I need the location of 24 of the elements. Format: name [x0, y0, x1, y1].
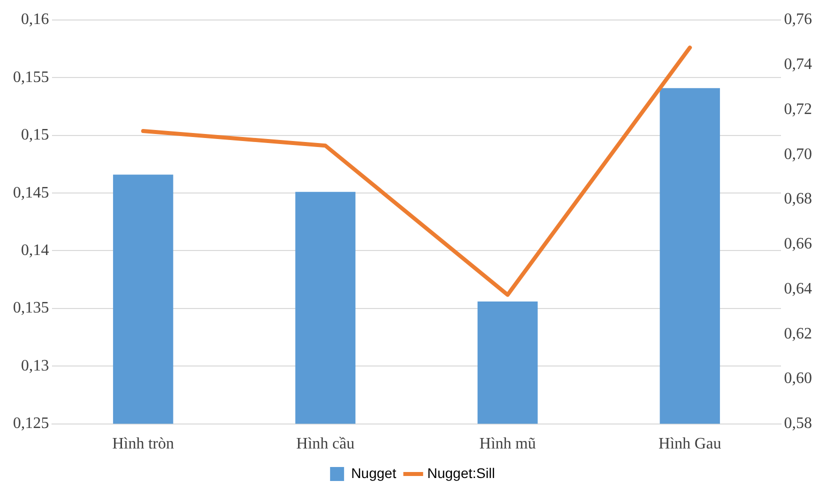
y-tick-label: 0,135: [13, 300, 49, 317]
y2-tick-label: 0,60: [784, 370, 812, 388]
y-tick-label: 0,145: [13, 184, 49, 202]
y2-tick-label: 0,58: [784, 415, 812, 432]
y-tick-label: 0,14: [21, 242, 49, 259]
y2-tick-label: 0,76: [784, 11, 812, 28]
y2-tick-label: 0,72: [784, 100, 812, 118]
y-tick-label: 0,155: [13, 68, 49, 86]
y2-tick-label: 0,62: [784, 325, 812, 342]
y-tick-label: 0,13: [21, 357, 49, 374]
y-tick-label: 0,15: [21, 126, 49, 144]
x-tick-label: Hình tròn: [112, 436, 174, 453]
y-tick-label: 0,16: [21, 11, 49, 28]
y2-tick-label: 0,66: [784, 236, 812, 253]
y2-tick-label: 0,70: [784, 146, 812, 163]
x-tick-label: Hình Gau: [658, 436, 722, 453]
x-tick-label: Hình mũ: [479, 436, 536, 453]
y2-tick-label: 0,68: [784, 190, 812, 208]
y2-tick-label: 0,74: [784, 56, 812, 74]
y2-tick-label: 0,64: [784, 280, 812, 298]
legend-label: Nugget: [351, 464, 396, 481]
legend-label: Nugget:Sill: [427, 464, 495, 481]
y-tick-label: 0,125: [13, 415, 49, 432]
x-tick-label: Hình cầu: [296, 436, 354, 453]
